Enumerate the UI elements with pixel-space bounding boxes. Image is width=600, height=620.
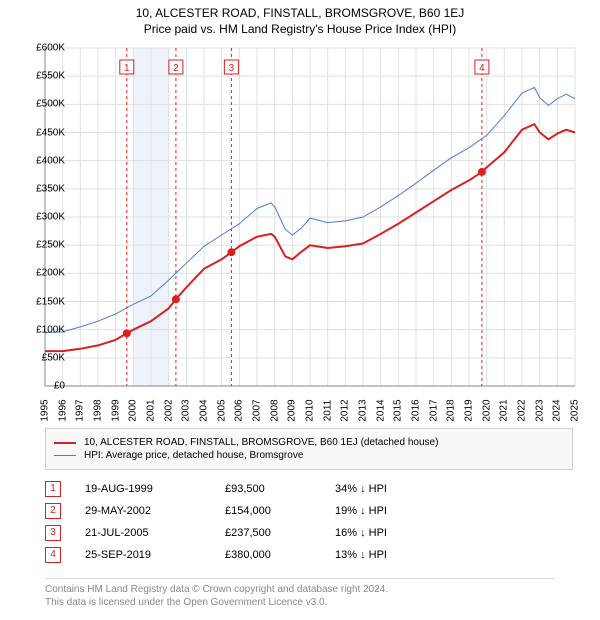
sale-marker-box: 1 (45, 481, 61, 497)
legend-label-1: 10, ALCESTER ROAD, FINSTALL, BROMSGROVE,… (84, 437, 438, 448)
chart-title: 10, ALCESTER ROAD, FINSTALL, BROMSGROVE,… (0, 0, 600, 20)
x-tick-label: 2009 (287, 399, 298, 421)
y-tick-label: £500K (36, 99, 65, 110)
sale-price: £237,500 (225, 527, 335, 539)
x-tick-label: 2010 (305, 399, 316, 421)
y-tick-label: £550K (36, 71, 65, 82)
y-tick-label: £300K (36, 212, 65, 223)
x-tick-label: 2012 (340, 399, 351, 421)
table-row: 3 21-JUL-2005 £237,500 16% ↓ HPI (45, 522, 555, 544)
x-tick-label: 2003 (181, 399, 192, 421)
x-tick-label: 2013 (358, 399, 369, 421)
y-tick-label: £250K (36, 240, 65, 251)
x-tick-label: 2023 (534, 399, 545, 421)
x-tick-label: 2008 (269, 399, 280, 421)
chart-container: 10, ALCESTER ROAD, FINSTALL, BROMSGROVE,… (0, 0, 600, 620)
x-tick-label: 2016 (411, 399, 422, 421)
x-tick-label: 2002 (163, 399, 174, 421)
footer-line-1: Contains HM Land Registry data © Crown c… (45, 583, 555, 596)
sale-vs-hpi: 16% ↓ HPI (335, 527, 435, 539)
legend-label-2: HPI: Average price, detached house, Brom… (84, 450, 303, 461)
sale-price: £93,500 (225, 483, 335, 495)
sale-date: 25-SEP-2019 (85, 549, 225, 561)
legend-box: 10, ALCESTER ROAD, FINSTALL, BROMSGROVE,… (45, 428, 573, 470)
x-tick-label: 2011 (322, 400, 333, 422)
legend-row-property: 10, ALCESTER ROAD, FINSTALL, BROMSGROVE,… (54, 437, 564, 448)
x-tick-label: 2006 (234, 399, 245, 421)
x-tick-label: 2022 (517, 399, 528, 421)
sales-table: 1 19-AUG-1999 £93,500 34% ↓ HPI 2 29-MAY… (45, 478, 555, 566)
x-tick-label: 2015 (393, 399, 404, 421)
sale-vs-hpi: 13% ↓ HPI (335, 549, 435, 561)
legend-row-hpi: HPI: Average price, detached house, Brom… (54, 450, 564, 461)
y-tick-label: £0 (54, 381, 65, 392)
y-tick-label: £600K (36, 43, 65, 54)
y-tick-label: £200K (36, 268, 65, 279)
x-tick-label: 2005 (216, 399, 227, 421)
sale-price: £154,000 (225, 505, 335, 517)
x-tick-label: 2024 (552, 399, 563, 421)
svg-text:2: 2 (173, 63, 179, 74)
plot-area: 1 2 3 4 (45, 48, 575, 386)
table-row: 1 19-AUG-1999 £93,500 34% ↓ HPI (45, 478, 555, 500)
x-tick-label: 1997 (75, 399, 86, 421)
sale-date: 21-JUL-2005 (85, 527, 225, 539)
y-tick-label: £450K (36, 127, 65, 138)
x-tick-label: 2000 (128, 399, 139, 421)
x-tick-label: 1998 (93, 399, 104, 421)
x-tick-label: 2001 (146, 399, 157, 421)
x-tick-label: 2018 (446, 399, 457, 421)
x-tick-label: 2004 (199, 399, 210, 421)
x-tick-label: 2021 (499, 399, 510, 421)
x-tick-label: 2025 (570, 399, 581, 421)
chart-subtitle: Price paid vs. HM Land Registry's House … (0, 20, 600, 36)
y-tick-label: £100K (36, 324, 65, 335)
line-chart: 1 2 3 4 (45, 48, 575, 386)
sale-date: 19-AUG-1999 (85, 483, 225, 495)
sale-marker-box: 3 (45, 525, 61, 541)
footer-attribution: Contains HM Land Registry data © Crown c… (45, 578, 555, 609)
x-tick-label: 1996 (57, 399, 68, 421)
y-tick-label: £50K (42, 352, 65, 363)
y-tick-label: £400K (36, 155, 65, 166)
sale-vs-hpi: 19% ↓ HPI (335, 505, 435, 517)
footer-line-2: This data is licensed under the Open Gov… (45, 596, 555, 609)
svg-text:3: 3 (229, 63, 235, 74)
sale-vs-hpi: 34% ↓ HPI (335, 483, 435, 495)
x-tick-label: 2007 (252, 399, 263, 421)
sale-date: 29-MAY-2002 (85, 505, 225, 517)
svg-text:4: 4 (479, 63, 485, 74)
table-row: 4 25-SEP-2019 £380,000 13% ↓ HPI (45, 544, 555, 566)
x-tick-label: 1995 (40, 399, 51, 421)
y-tick-label: £150K (36, 296, 65, 307)
sale-marker-box: 4 (45, 547, 61, 563)
x-tick-label: 2020 (481, 399, 492, 421)
y-tick-label: £350K (36, 183, 65, 194)
svg-text:1: 1 (124, 63, 130, 74)
legend-swatch-blue (54, 455, 76, 456)
table-row: 2 29-MAY-2002 £154,000 19% ↓ HPI (45, 500, 555, 522)
sale-price: £380,000 (225, 549, 335, 561)
x-tick-label: 2014 (375, 399, 386, 421)
sale-marker-box: 2 (45, 503, 61, 519)
x-tick-label: 2019 (464, 399, 475, 421)
legend-swatch-red (54, 442, 76, 444)
x-tick-label: 1999 (110, 399, 121, 421)
x-tick-label: 2017 (428, 399, 439, 421)
